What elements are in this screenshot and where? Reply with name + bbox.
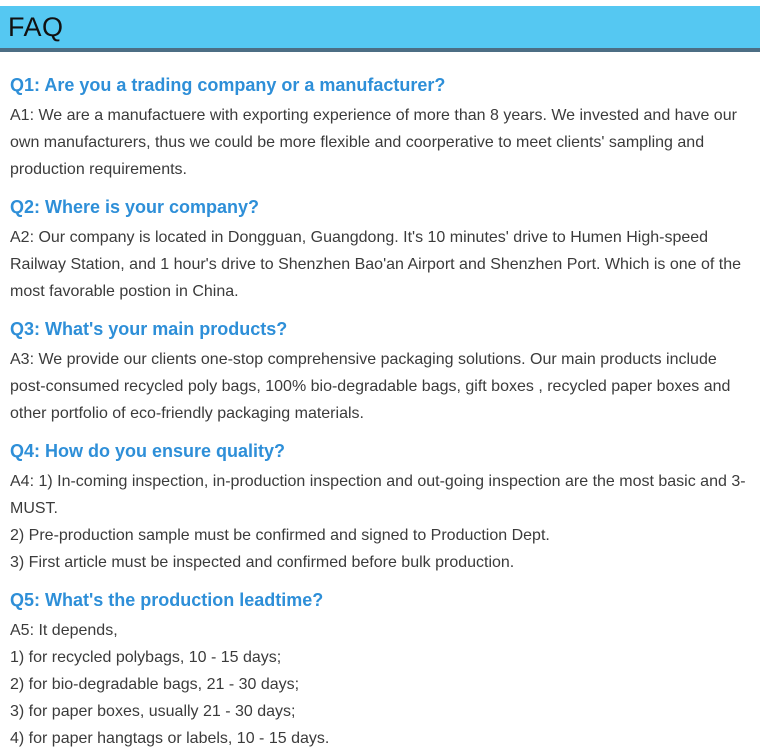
faq-answer-q3: A3: We provide our clients one-stop comp… [10,346,755,427]
faq-answer-q2: A2: Our company is located in Dongguan, … [10,224,755,305]
faq-item-q1: Q1: Are you a trading company or a manuf… [10,74,755,183]
faq-item-q4: Q4: How do you ensure quality? A4: 1) In… [10,440,755,576]
faq-item-q3: Q3: What's your main products? A3: We pr… [10,318,755,427]
faq-answer-line: A5: It depends, [10,622,118,639]
faq-answer-line: 4) for paper hangtags or labels, 10 - 15… [10,730,330,747]
faq-answer-q5: A5: It depends, 1) for recycled polybags… [10,617,755,752]
faq-answer-line: A3: We provide our clients one-stop comp… [10,351,731,422]
faq-question-q5: Q5: What's the production leadtime? [10,590,324,610]
page-title: FAQ [8,11,64,42]
faq-question-q3: Q3: What's your main products? [10,319,288,339]
faq-answer-line: A4: 1) In-coming inspection, in-producti… [10,473,746,517]
faq-answer-line: A2: Our company is located in Dongguan, … [10,229,741,300]
faq-question-q4: Q4: How do you ensure quality? [10,441,286,461]
faq-answer-q1: A1: We are a manufactuere with exporting… [10,102,755,183]
faq-item-q5: Q5: What's the production leadtime? A5: … [10,589,755,752]
faq-content: Q1: Are you a trading company or a manuf… [0,74,765,752]
faq-header-bar: FAQ [0,6,760,52]
faq-answer-line: 2) for bio-degradable bags, 21 - 30 days… [10,676,300,693]
faq-question-q2: Q2: Where is your company? [10,197,260,217]
faq-answer-line: 3) First article must be inspected and c… [10,554,515,571]
faq-answer-line: 1) for recycled polybags, 10 - 15 days; [10,649,282,666]
faq-answer-line: A1: We are a manufactuere with exporting… [10,107,737,178]
faq-answer-q4: A4: 1) In-coming inspection, in-producti… [10,468,755,576]
faq-answer-line: 3) for paper boxes, usually 21 - 30 days… [10,703,296,720]
faq-question-q1: Q1: Are you a trading company or a manuf… [10,75,446,95]
faq-answer-line: 2) Pre-production sample must be confirm… [10,527,550,544]
faq-item-q2: Q2: Where is your company? A2: Our compa… [10,196,755,305]
